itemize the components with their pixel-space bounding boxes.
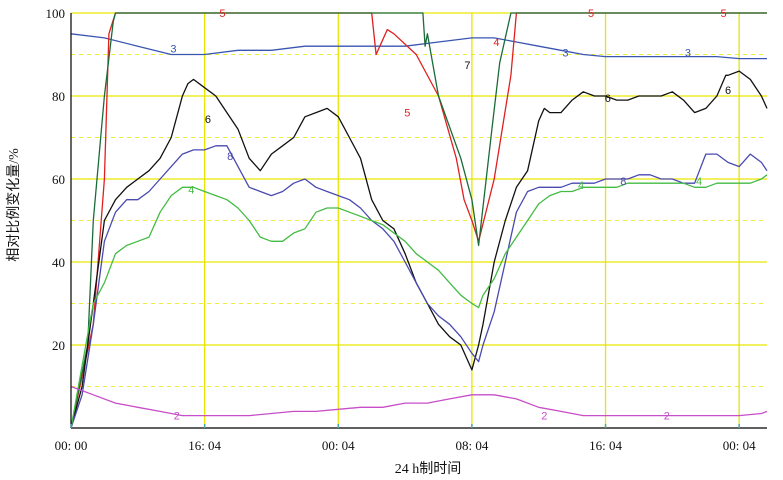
curve-label-10: 6 — [605, 93, 611, 105]
axes — [70, 13, 767, 429]
y-tick-labels: 20 40 60 80 100 — [46, 6, 66, 353]
curve-label-7: 4 — [493, 37, 499, 49]
series-line-8 — [70, 145, 768, 429]
x-tick-label-3: 08: 04 — [455, 438, 488, 453]
curve-labels: 3 3 3 5 5 5 5 4 7 6 6 6 8 8 4 4 4 2 2 2 — [170, 8, 731, 423]
y-tick-label-100: 100 — [46, 6, 66, 21]
curve-label-15: 4 — [578, 180, 584, 192]
curve-label-2: 3 — [685, 47, 691, 59]
curve-label-4: 5 — [588, 8, 594, 20]
x-tick-labels: 00: 00 16: 04 00: 04 08: 04 16: 04 00: 04 — [55, 438, 757, 453]
series-line-6 — [70, 70, 768, 429]
curve-label-12: 8 — [227, 151, 233, 163]
curve-label-16: 4 — [696, 176, 702, 188]
series-line-7 — [70, 12, 767, 429]
curve-label-19: 2 — [664, 411, 670, 423]
curve-label-3: 5 — [219, 8, 225, 20]
y-tick-label-60: 60 — [52, 172, 65, 187]
curve-label-11: 6 — [725, 85, 731, 97]
x-tick-label-4: 16: 04 — [589, 438, 622, 453]
curve-label-18: 2 — [541, 411, 547, 423]
curve-label-13: 8 — [620, 176, 626, 188]
curve-label-0: 3 — [170, 43, 176, 55]
curve-label-14: 4 — [188, 184, 194, 196]
curve-label-1: 3 — [562, 47, 568, 59]
y-axis-title: 相对比例变化量/% — [6, 148, 22, 262]
series-line-4 — [70, 174, 768, 429]
y-tick-label-40: 40 — [52, 255, 65, 270]
x-tick-label-0: 00: 00 — [55, 438, 88, 453]
curve-label-17: 2 — [174, 411, 180, 423]
x-axis-title: 24 h制时间 — [395, 461, 462, 477]
series-line-2 — [70, 385, 768, 417]
grid — [71, 12, 767, 428]
series-layer — [70, 12, 768, 429]
curve-label-8: 7 — [464, 60, 470, 72]
curve-label-9: 6 — [205, 114, 211, 126]
series-line-3 — [70, 33, 767, 60]
x-tick-label-2: 00: 04 — [322, 438, 355, 453]
y-tick-label-20: 20 — [52, 338, 65, 353]
x-tick-label-1: 16: 04 — [188, 438, 221, 453]
curve-label-5: 5 — [721, 8, 727, 20]
x-tick-label-5: 00: 04 — [723, 438, 756, 453]
y-tick-label-80: 80 — [52, 89, 65, 104]
curve-label-6: 5 — [404, 108, 410, 120]
